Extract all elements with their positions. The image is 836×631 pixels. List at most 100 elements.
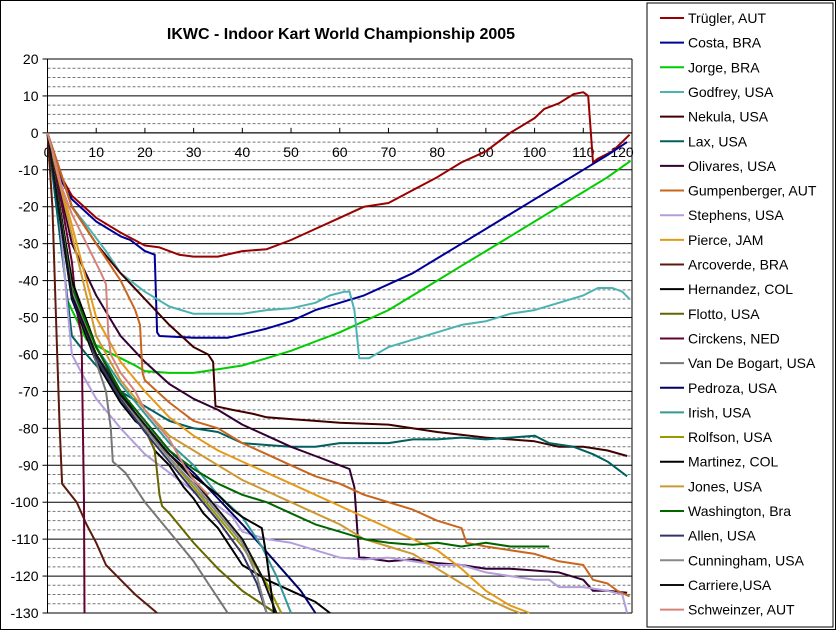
x-tick-label: 0 xyxy=(44,144,52,160)
legend-label: Van De Bogart, USA xyxy=(688,355,816,371)
y-tick-label: -70 xyxy=(18,383,38,399)
legend-label: Jorge, BRA xyxy=(688,59,760,75)
legend-label: Pedroza, USA xyxy=(688,380,777,396)
y-tick-label: 10 xyxy=(23,88,39,104)
legend-label: Rolfson, USA xyxy=(688,429,773,445)
legend-label: Arcoverde, BRA xyxy=(688,257,789,273)
legend-label: Godfrey, USA xyxy=(688,84,774,100)
legend-item: Irish, USA xyxy=(660,404,752,420)
legend-item: Pedroza, USA xyxy=(660,380,777,396)
legend-label: Jones, USA xyxy=(688,478,763,494)
legend-label: Hernandez, COL xyxy=(688,281,793,297)
x-tick-label: 60 xyxy=(332,144,348,160)
series-line xyxy=(46,132,209,496)
legend: Trügler, AUT Costa, BRA Jorge, BRA Godfrey,… xyxy=(660,10,817,618)
series-line xyxy=(46,132,229,614)
legend-label: Lax, USA xyxy=(688,133,748,149)
legend-item: Flotto, USA xyxy=(660,306,760,322)
series-line xyxy=(46,132,628,594)
series-line xyxy=(46,132,628,339)
x-tick-label: 40 xyxy=(235,144,251,160)
series-line xyxy=(46,132,629,614)
y-tick-label: -110 xyxy=(12,531,39,547)
series-line xyxy=(46,132,628,478)
y-tick-label: -130 xyxy=(10,605,38,621)
legend-label: Olivares, USA xyxy=(688,158,777,174)
x-tick-label: 110 xyxy=(572,144,595,160)
series-line xyxy=(46,132,531,614)
x-tick-label: 10 xyxy=(88,144,104,160)
legend-label: Martinez, COL xyxy=(688,454,778,470)
y-tick-label: -90 xyxy=(18,457,38,473)
x-tick-label: 100 xyxy=(523,144,547,160)
x-axis: 0 10 20 30 40 50 60 70 80 90 100 110 120 xyxy=(44,127,634,160)
y-tick-label: -40 xyxy=(18,273,38,289)
legend-label: Pierce, JAM xyxy=(688,232,763,248)
y-tick-label: 20 xyxy=(23,51,39,67)
series-line xyxy=(46,132,631,360)
series-line xyxy=(46,132,86,614)
legend-item: Allen, USA xyxy=(660,528,756,544)
series-line xyxy=(46,132,631,598)
series-line xyxy=(46,91,631,258)
series-line xyxy=(46,132,278,614)
legend-item: Pierce, JAM xyxy=(660,232,763,248)
legend-label: Irish, USA xyxy=(688,404,752,420)
legend-label: Washington, Bra xyxy=(688,503,791,519)
series-line xyxy=(46,132,628,457)
legend-item: Hernandez, COL xyxy=(660,281,793,297)
legend-item: Washington, Bra xyxy=(660,503,791,519)
legend-item: Gumpenberger, AUT xyxy=(660,183,817,199)
legend-item: Circkens, NED xyxy=(660,330,780,346)
legend-item: Martinez, COL xyxy=(660,454,778,470)
legend-label: Trügler, AUT xyxy=(688,10,767,26)
legend-label: Stephens, USA xyxy=(688,207,784,223)
y-tick-label: -10 xyxy=(18,162,38,178)
x-tick-label: 30 xyxy=(186,144,202,160)
legend-label: Carriere,USA xyxy=(688,577,772,593)
series-line xyxy=(46,132,632,374)
legend-item: Jones, USA xyxy=(660,478,763,494)
legend-item: Costa, BRA xyxy=(660,35,762,51)
legend-item: Arcoverde, BRA xyxy=(660,257,789,273)
legend-item: Jorge, BRA xyxy=(660,59,760,75)
y-tick-label: -50 xyxy=(18,310,38,326)
series-line xyxy=(46,132,158,614)
legend-label: Nekula, USA xyxy=(688,109,769,125)
x-tick-label: 50 xyxy=(283,144,299,160)
legend-item: Godfrey, USA xyxy=(660,84,774,100)
legend-label: Allen, USA xyxy=(688,528,756,544)
legend-item: Lax, USA xyxy=(660,133,748,149)
legend-item: Cunningham, USA xyxy=(660,552,805,568)
y-tick-label: -80 xyxy=(18,420,38,436)
y-tick-label: -20 xyxy=(18,199,38,215)
legend-item: Stephens, USA xyxy=(660,207,784,223)
legend-label: Cunningham, USA xyxy=(688,552,805,568)
y-axis: 20 10 0 -10 -20 -30 -40 -50 -60 -70 -80 -90 -100 -110… xyxy=(10,51,48,621)
legend-label: Schweinzer, AUT xyxy=(688,602,795,618)
legend-label: Costa, BRA xyxy=(688,35,762,51)
x-tick-label: 70 xyxy=(381,144,397,160)
legend-label: Gumpenberger, AUT xyxy=(688,183,817,199)
x-tick-label: 80 xyxy=(429,144,445,160)
legend-item: Carriere,USA xyxy=(660,577,772,593)
y-tick-label: -120 xyxy=(10,568,38,584)
legend-label: Flotto, USA xyxy=(688,306,760,322)
legend-item: Van De Bogart, USA xyxy=(660,355,816,371)
legend-item: Olivares, USA xyxy=(660,158,777,174)
y-tick-label: -30 xyxy=(18,236,38,252)
x-tick-label: 20 xyxy=(137,144,153,160)
series-lines xyxy=(46,91,632,614)
legend-item: Trügler, AUT xyxy=(660,10,767,26)
y-tick-label: -60 xyxy=(18,346,38,362)
legend-box xyxy=(646,2,834,628)
series-line xyxy=(46,132,550,548)
y-tick-label: 0 xyxy=(31,125,39,141)
legend-item: Schweinzer, AUT xyxy=(660,602,795,618)
gridlines xyxy=(47,58,633,614)
y-tick-label: -100 xyxy=(10,494,38,510)
chart-title: IKWC - Indoor Kart World Championship 20… xyxy=(167,26,515,43)
legend-label: Circkens, NED xyxy=(688,330,780,346)
